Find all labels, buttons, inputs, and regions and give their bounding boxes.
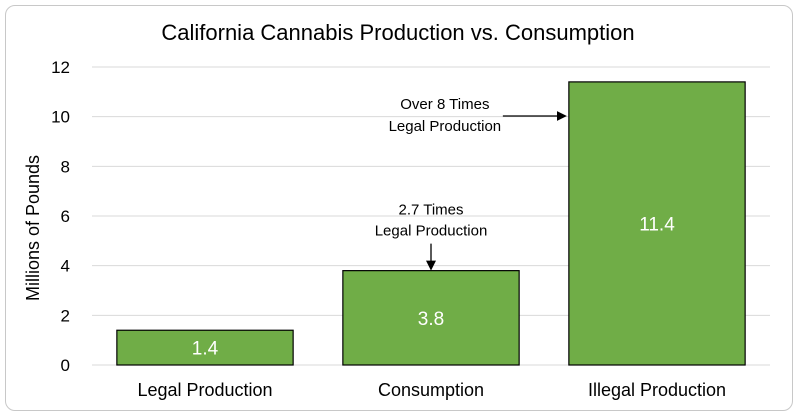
annotation-text: Over 8 Times [400, 96, 489, 113]
y-tick-label: 8 [61, 157, 70, 176]
y-tick-label: 12 [51, 58, 70, 77]
chart-title: California Cannabis Production vs. Consu… [161, 20, 634, 45]
y-axis-label: Millions of Pounds [23, 155, 43, 301]
y-tick-label: 4 [61, 257, 70, 276]
y-tick-label: 10 [51, 108, 70, 127]
data-label: 1.4 [192, 339, 219, 360]
y-tick-label: 2 [61, 306, 70, 325]
annotation: Over 8 Times Legal Production [389, 96, 567, 135]
annotation-text: Legal Production [389, 118, 502, 135]
annotation-text: Legal Production [375, 223, 488, 240]
bar [342, 270, 520, 366]
bar [568, 81, 746, 366]
bar [116, 329, 294, 366]
annotation-text: 2.7 Times [398, 202, 463, 219]
category-label: Consumption [378, 380, 484, 400]
bars [116, 81, 746, 366]
data-label: 3.8 [418, 309, 444, 330]
data-labels: 1.4 3.8 11.4 [192, 214, 675, 359]
annotations: 2.7 Times Legal Production Over 8 Times Leg… [375, 96, 567, 271]
annotation: 2.7 Times Legal Production [375, 202, 488, 271]
category-label: Illegal Production [588, 380, 726, 400]
category-labels: Legal Production Consumption Illegal Produ… [137, 380, 726, 400]
y-tick-label: 0 [61, 356, 70, 375]
data-label: 11.4 [639, 214, 675, 235]
category-label: Legal Production [137, 380, 272, 400]
y-tick-labels: 0 2 4 6 8 10 12 [51, 58, 70, 375]
y-tick-label: 6 [61, 207, 70, 226]
